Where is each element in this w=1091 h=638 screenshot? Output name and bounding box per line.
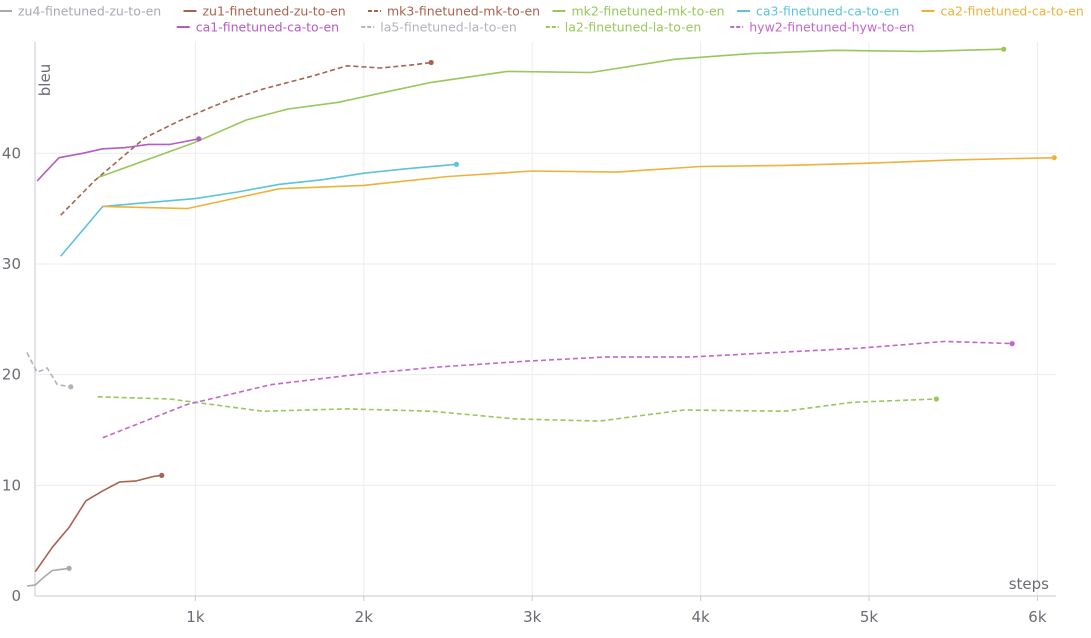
legend-label: ca1-finetuned-ca-to-en bbox=[196, 20, 339, 35]
series-lines bbox=[26, 46, 1057, 587]
legend-label: la5-finetuned-la-to-en bbox=[380, 20, 517, 35]
legend-label: ca2-finetuned-ca-to-en bbox=[941, 4, 1084, 19]
series-line[interactable] bbox=[36, 138, 199, 182]
series-hyw2-finetuned-hyw-to-en bbox=[102, 340, 1015, 439]
legend-item[interactable]: zu4-finetuned-zu-to-en bbox=[0, 4, 161, 19]
series-mk3-finetuned-mk-to-en bbox=[60, 59, 434, 216]
series-line[interactable] bbox=[60, 163, 457, 257]
x-tick-label: 5k bbox=[860, 608, 879, 626]
grid-lines bbox=[35, 42, 1056, 601]
x-tick-label: 3k bbox=[523, 608, 542, 626]
legend-label: la2-finetuned-la-to-en bbox=[565, 20, 702, 35]
series-ca2-finetuned-ca-to-en bbox=[102, 155, 1057, 210]
series-line[interactable] bbox=[26, 352, 71, 388]
x-tick-label: 2k bbox=[355, 608, 374, 626]
series-end-point[interactable] bbox=[196, 136, 202, 142]
legend-label: zu4-finetuned-zu-to-en bbox=[18, 4, 161, 19]
series-line[interactable] bbox=[97, 48, 1004, 179]
series-ca3-finetuned-ca-to-en bbox=[60, 161, 460, 257]
x-axis-title: steps bbox=[1009, 575, 1049, 593]
tick-labels: 0 10 20 30 40 1k 2k 3k 4k 5k 6k bbox=[2, 144, 1047, 626]
series-end-point[interactable] bbox=[428, 59, 434, 66]
series-line[interactable] bbox=[60, 61, 432, 216]
legend-item[interactable]: ca1-finetuned-ca-to-en bbox=[176, 20, 339, 35]
series-zu1-finetuned-zu-to-en bbox=[34, 472, 165, 573]
x-tick-label: 1k bbox=[186, 608, 205, 626]
series-end-point[interactable] bbox=[933, 396, 939, 402]
series-end-point[interactable] bbox=[1001, 46, 1007, 52]
legend-item[interactable]: la5-finetuned-la-to-en bbox=[361, 20, 517, 35]
series-end-point[interactable] bbox=[68, 384, 74, 390]
series-ca1-finetuned-ca-to-en bbox=[36, 136, 202, 182]
legend: zu4-finetuned-zu-to-en zu1-finetuned-zu-t… bbox=[0, 4, 1084, 35]
legend-item[interactable]: zu1-finetuned-zu-to-en bbox=[183, 4, 346, 19]
legend-label: mk3-finetuned-mk-to-en bbox=[387, 4, 540, 19]
y-tick-label: 10 bbox=[2, 476, 21, 494]
legend-item[interactable]: la2-finetuned-la-to-en bbox=[545, 20, 702, 35]
y-tick-label: 20 bbox=[2, 366, 21, 384]
y-tick-label: 30 bbox=[2, 255, 21, 273]
series-la2-finetuned-la-to-en bbox=[97, 396, 939, 422]
x-tick-label: 4k bbox=[691, 608, 710, 626]
legend-label: mk2-finetuned-mk-to-en bbox=[572, 4, 725, 19]
series-line[interactable] bbox=[34, 474, 162, 573]
legend-label: hyw2-finetuned-hyw-to-en bbox=[749, 20, 914, 35]
series-line[interactable] bbox=[102, 156, 1055, 210]
axes bbox=[34, 42, 1056, 597]
series-line[interactable] bbox=[97, 396, 937, 422]
legend-label: zu1-finetuned-zu-to-en bbox=[203, 4, 346, 19]
series-end-point[interactable] bbox=[1009, 341, 1015, 347]
legend-item[interactable]: ca2-finetuned-ca-to-en bbox=[921, 4, 1084, 19]
y-tick-label: 40 bbox=[2, 144, 21, 162]
series-end-point[interactable] bbox=[159, 472, 165, 478]
series-line[interactable] bbox=[26, 567, 70, 587]
legend-label: ca3-finetuned-ca-to-en bbox=[756, 4, 899, 19]
legend-item[interactable]: mk2-finetuned-mk-to-en bbox=[552, 4, 725, 19]
series-end-point[interactable] bbox=[453, 161, 460, 167]
legend-item[interactable]: hyw2-finetuned-hyw-to-en bbox=[730, 20, 915, 35]
x-tick-label: 6k bbox=[1028, 608, 1047, 626]
legend-item[interactable]: mk3-finetuned-mk-to-en bbox=[368, 4, 540, 19]
legend-item[interactable]: ca3-finetuned-ca-to-en bbox=[737, 4, 899, 19]
series-mk2-finetuned-mk-to-en bbox=[97, 46, 1007, 179]
series-end-point[interactable] bbox=[66, 565, 72, 571]
series-line[interactable] bbox=[102, 340, 1013, 439]
y-tick-label: 0 bbox=[11, 587, 21, 605]
series-zu4-finetuned-zu-to-en bbox=[26, 565, 72, 587]
series-end-point[interactable] bbox=[1051, 155, 1057, 161]
series-la5-finetuned-la-to-en bbox=[26, 352, 74, 390]
y-axis-title: bleu bbox=[36, 64, 54, 96]
